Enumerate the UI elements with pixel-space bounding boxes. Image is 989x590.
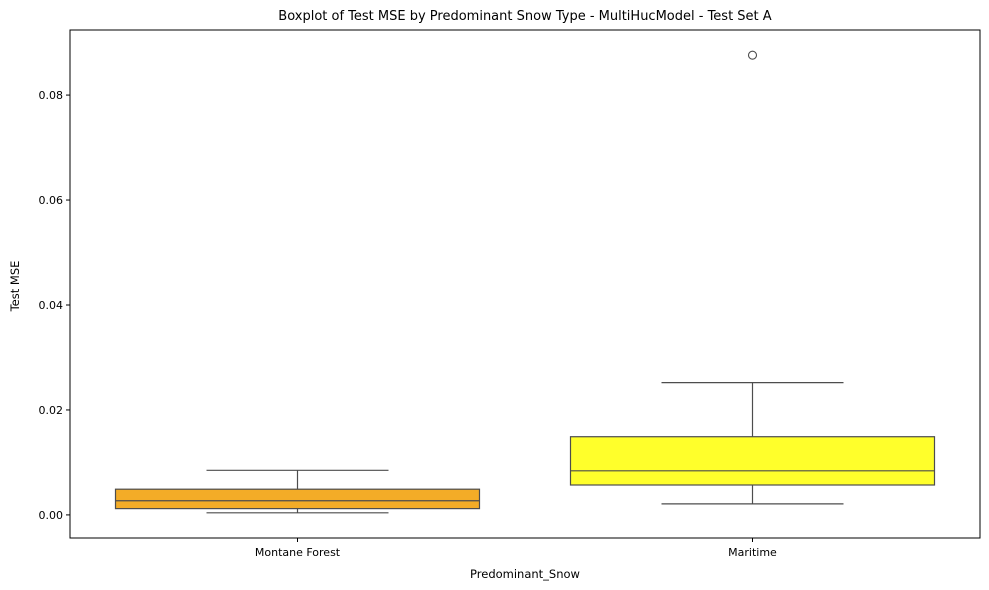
y-tick-label: 0.00 bbox=[39, 509, 64, 522]
y-axis-label: Test MSE bbox=[8, 261, 22, 313]
x-axis-label: Predominant_Snow bbox=[470, 567, 580, 581]
outlier-point bbox=[747, 50, 758, 60]
box-montane-forest bbox=[114, 488, 481, 510]
y-tick-label: 0.02 bbox=[39, 404, 64, 417]
x-tick-label: Maritime bbox=[728, 546, 777, 559]
y-tick-label: 0.04 bbox=[39, 299, 64, 312]
y-tick-label: 0.08 bbox=[39, 89, 64, 102]
x-tick-label: Montane Forest bbox=[255, 546, 341, 559]
plot-frame bbox=[69, 29, 981, 539]
y-tick-label: 0.06 bbox=[39, 194, 64, 207]
box-maritime bbox=[569, 436, 936, 486]
plot-area: 0.00 0.02 0.04 0.06 0.08 Montane Forest Mariti… bbox=[39, 50, 936, 559]
chart-title: Boxplot of Test MSE by Predominant Snow … bbox=[278, 9, 771, 24]
